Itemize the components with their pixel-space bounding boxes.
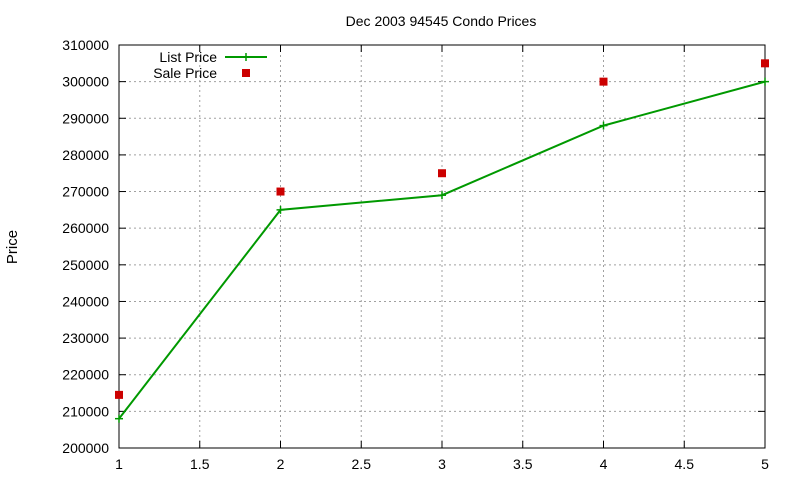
series-1 bbox=[115, 77, 769, 423]
grid bbox=[119, 45, 765, 448]
x-tick-label: 1.5 bbox=[190, 456, 210, 472]
data-point bbox=[438, 191, 446, 200]
y-tick-label: 220000 bbox=[62, 367, 109, 383]
data-point bbox=[115, 414, 123, 423]
x-tick-label: 1 bbox=[115, 456, 123, 472]
data-point bbox=[438, 169, 446, 178]
x-tick-label: 2.5 bbox=[352, 456, 372, 472]
y-tick-label: 210000 bbox=[62, 403, 109, 419]
data-point bbox=[599, 77, 608, 86]
x-tick-label: 4 bbox=[600, 456, 608, 472]
tick-labels: 1 1.5 2 2.5 3 3.5 4 4.5 5 200000 210000 220000 23000… bbox=[62, 37, 769, 472]
x-tick-label: 2 bbox=[277, 456, 285, 472]
legend-marker bbox=[242, 53, 250, 61]
chart-title: Dec 2003 94545 Condo Prices bbox=[346, 13, 537, 29]
x-tick-label: 3.5 bbox=[513, 456, 533, 472]
legend-label: List Price bbox=[159, 49, 217, 65]
y-tick-label: 310000 bbox=[62, 37, 109, 53]
y-tick-label: 260000 bbox=[62, 220, 109, 236]
legend-marker bbox=[242, 69, 250, 77]
y-tick-label: 250000 bbox=[62, 257, 109, 273]
y-axis-label: Price bbox=[4, 230, 21, 264]
y-tick-label: 290000 bbox=[62, 110, 109, 126]
plot-border bbox=[118, 44, 766, 449]
x-tick-label: 3 bbox=[438, 456, 446, 472]
y-tick-label: 300000 bbox=[62, 74, 109, 90]
data-point bbox=[761, 77, 769, 86]
x-tick-label: 5 bbox=[761, 456, 769, 472]
data-point bbox=[115, 390, 123, 399]
data-point bbox=[276, 187, 285, 196]
legend-label: Sale Price bbox=[153, 65, 217, 81]
series-layer bbox=[115, 59, 769, 423]
series-2 bbox=[115, 59, 769, 399]
x-tick-label: 4.5 bbox=[675, 456, 695, 472]
data-point bbox=[761, 59, 769, 68]
y-tick-label: 280000 bbox=[62, 147, 109, 163]
y-tick-label: 270000 bbox=[62, 184, 109, 200]
y-tick-label: 230000 bbox=[62, 330, 109, 346]
y-tick-label: 200000 bbox=[62, 440, 109, 456]
data-point bbox=[276, 205, 285, 214]
data-point bbox=[599, 121, 608, 130]
y-tick-label: 240000 bbox=[62, 293, 109, 309]
